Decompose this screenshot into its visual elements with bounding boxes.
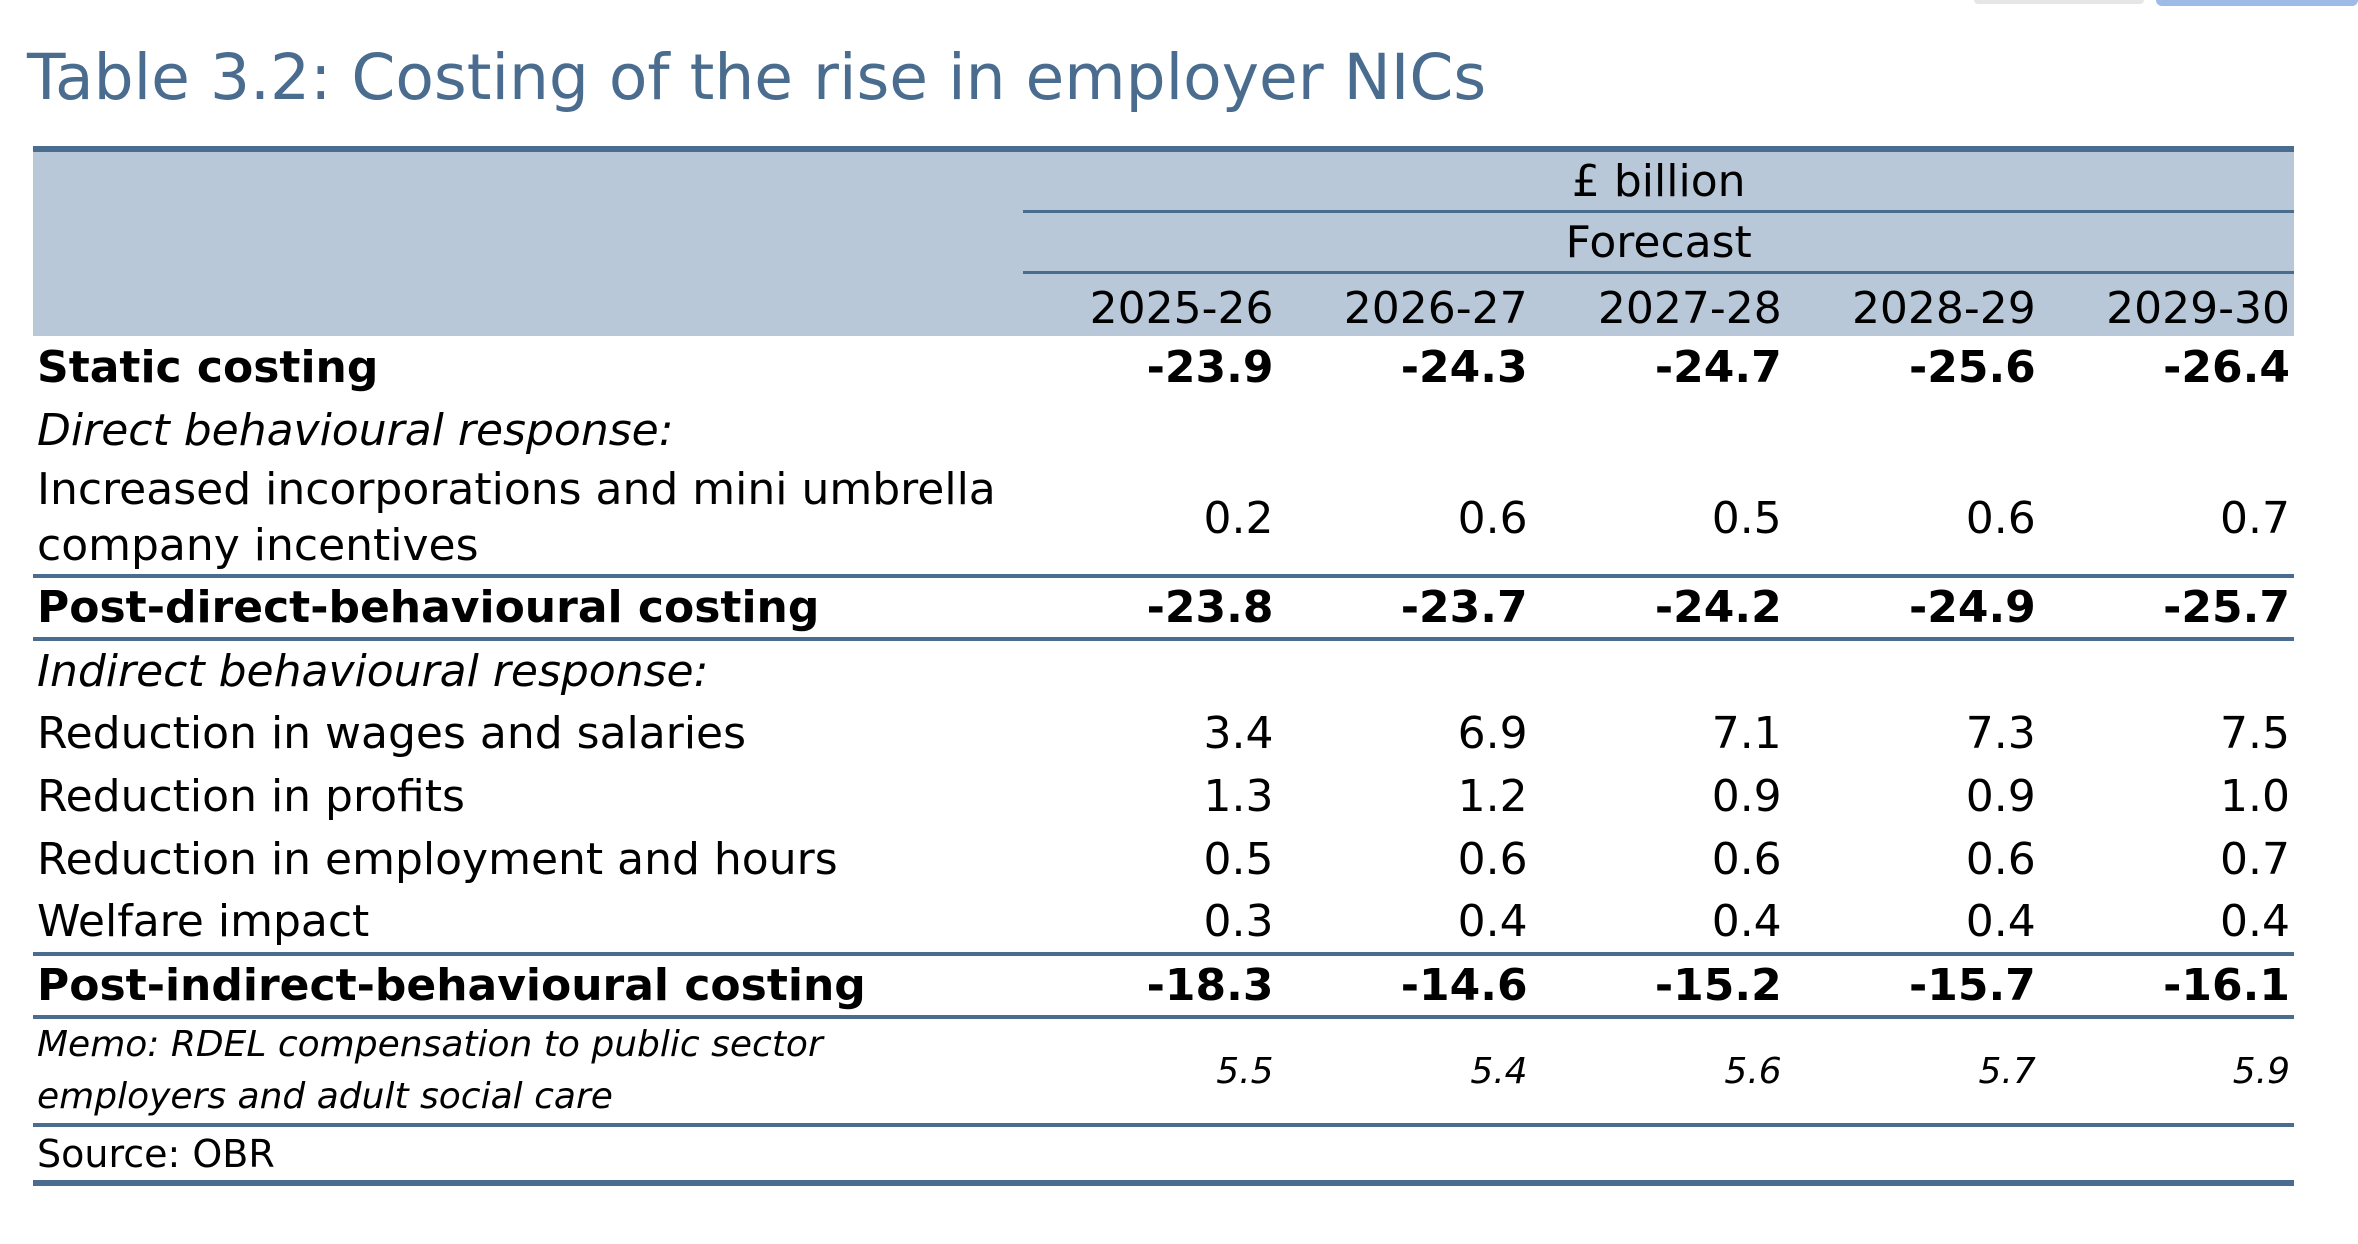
forecast-label: Forecast xyxy=(1023,211,2294,274)
cell-value: 0.3 xyxy=(1023,891,1278,956)
table-row-post-direct: Post-direct-behavioural costing -23.8 -2… xyxy=(33,576,2294,641)
year-header: 2027-28 xyxy=(1531,272,1786,336)
row-label: Memo: RDEL compensation to public sector… xyxy=(37,1024,823,1117)
cell-value: -14.6 xyxy=(1277,954,1532,1019)
cell-value: 1.0 xyxy=(2220,771,2290,822)
table-row-memo: Memo: RDEL compensation to public sector… xyxy=(33,1017,2294,1125)
cell-value: 5.5 xyxy=(1216,1050,1274,1092)
cell-value: -24.2 xyxy=(1531,576,1786,641)
cell-value: 5.4 xyxy=(1470,1050,1528,1092)
cell-value: 0.6 xyxy=(1965,834,2036,885)
table-row-direct-heading: Direct behavioural response: xyxy=(33,399,2294,462)
tab-inactive[interactable] xyxy=(1974,0,2144,4)
year-header: 2029-30 xyxy=(2039,272,2294,336)
cell-value: 0.6 xyxy=(1277,462,1532,578)
table-row-static-costing: Static costing -23.9 -24.3 -24.7 -25.6 -… xyxy=(33,336,2294,399)
table-row-wages: Reduction in wages and salaries 3.4 6.9 … xyxy=(33,702,2294,765)
cell-value: 1.3 xyxy=(1203,771,1274,822)
header-unit-row: £ billion xyxy=(33,146,2294,213)
cell-value: 0.4 xyxy=(1785,891,2040,956)
cell-value: -15.7 xyxy=(1785,954,2040,1019)
unit-label: £ billion xyxy=(1023,146,2294,213)
cell-value: -24.3 xyxy=(1400,342,1528,393)
row-label: Static costing xyxy=(37,342,379,393)
row-label: Increased incorporations and mini umbrel… xyxy=(33,462,1024,578)
section-heading: Direct behavioural response: xyxy=(37,405,674,456)
cell-value: -23.7 xyxy=(1277,576,1532,641)
cell-value: 0.4 xyxy=(2039,891,2294,956)
cell-value: 0.2 xyxy=(1023,462,1278,578)
row-label: Reduction in wages and salaries xyxy=(37,708,747,759)
cell-value: 0.5 xyxy=(1531,462,1786,578)
year-header: 2026-27 xyxy=(1277,272,1532,336)
browser-tab-strip xyxy=(1958,0,2358,6)
table-title: Table 3.2: Costing of the rise in employ… xyxy=(27,41,1487,114)
table-row-post-indirect: Post-indirect-behavioural costing -18.3 … xyxy=(33,954,2294,1019)
cell-value: 0.9 xyxy=(1711,771,1782,822)
cell-value: 0.6 xyxy=(1711,834,1782,885)
cell-value: 5.7 xyxy=(1978,1050,2036,1092)
cell-value: 5.6 xyxy=(1724,1050,1782,1092)
table-row-indirect-heading: Indirect behavioural response: xyxy=(33,639,2294,702)
cell-value: -23.8 xyxy=(1023,576,1278,641)
table-row-welfare: Welfare impact 0.3 0.4 0.4 0.4 0.4 xyxy=(33,891,2294,956)
cell-value: 0.5 xyxy=(1203,834,1274,885)
cell-value: 0.6 xyxy=(1457,834,1528,885)
header-forecast-row: Forecast xyxy=(33,211,2294,274)
cell-value: 0.6 xyxy=(1785,462,2040,578)
cell-value: 0.4 xyxy=(1531,891,1786,956)
row-label: Post-direct-behavioural costing xyxy=(33,576,1024,641)
row-label: Post-indirect-behavioural costing xyxy=(33,954,1024,1019)
section-heading: Indirect behavioural response: xyxy=(37,646,709,697)
cell-value: 1.2 xyxy=(1457,771,1528,822)
cell-value: 5.9 xyxy=(2232,1050,2290,1092)
cell-value: 6.9 xyxy=(1457,708,1528,759)
cell-value: -25.6 xyxy=(1908,342,2036,393)
cell-value: 3.4 xyxy=(1203,708,1274,759)
table-row-employment: Reduction in employment and hours 0.5 0.… xyxy=(33,828,2294,891)
cell-value: 7.1 xyxy=(1711,708,1782,759)
tab-active[interactable] xyxy=(2156,0,2358,6)
cell-value: -25.7 xyxy=(2039,576,2294,641)
row-label: Reduction in profits xyxy=(37,771,465,822)
row-label: Reduction in employment and hours xyxy=(37,834,838,885)
cell-value: -18.3 xyxy=(1023,954,1278,1019)
cell-value: -24.9 xyxy=(1785,576,2040,641)
header-years-row: 2025-26 2026-27 2027-28 2028-29 2029-30 xyxy=(33,272,2294,336)
cell-value: 7.3 xyxy=(1965,708,2036,759)
cell-value: -24.7 xyxy=(1654,342,1782,393)
table-row-source: Source: OBR xyxy=(33,1123,2294,1186)
cell-value: -16.1 xyxy=(2039,954,2294,1019)
cell-value: 0.7 xyxy=(2220,834,2290,885)
costing-table: £ billion Forecast 2025-26 2026-27 2027-… xyxy=(33,146,2294,1186)
cell-value: -15.2 xyxy=(1531,954,1786,1019)
cell-value: -23.9 xyxy=(1146,342,1274,393)
cell-value: 7.5 xyxy=(2220,708,2290,759)
row-label: Welfare impact xyxy=(33,891,1024,956)
cell-value: 0.7 xyxy=(2039,462,2294,578)
table-row-profits: Reduction in profits 1.3 1.2 0.9 0.9 1.0 xyxy=(33,765,2294,828)
year-header: 2025-26 xyxy=(1023,272,1278,336)
source-note: Source: OBR xyxy=(33,1123,2294,1186)
cell-value: 0.9 xyxy=(1965,771,2036,822)
year-header: 2028-29 xyxy=(1785,272,2040,336)
cell-value: -26.4 xyxy=(2163,342,2290,393)
cell-value: 0.4 xyxy=(1277,891,1532,956)
table-row-incorporations: Increased incorporations and mini umbrel… xyxy=(33,462,2294,578)
